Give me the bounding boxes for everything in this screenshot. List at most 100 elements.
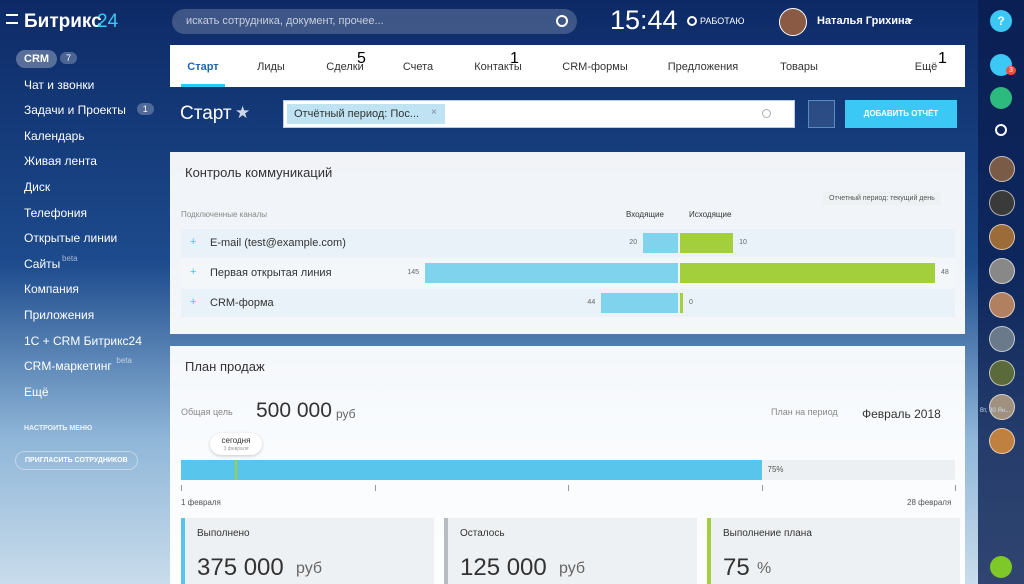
clock: 15:44: [610, 5, 678, 35]
menu-item[interactable]: Чат и звонки: [24, 77, 95, 92]
channel-name: CRM-форма: [210, 297, 274, 309]
contact-avatar[interactable]: [989, 394, 1015, 420]
outgoing-value: 0: [689, 299, 693, 306]
tab[interactable]: Сделки: [326, 61, 364, 73]
contact-avatar[interactable]: [989, 428, 1015, 454]
outgoing-bar: [680, 233, 734, 253]
scale-tick: [181, 485, 182, 491]
invite-button[interactable]: ПРИГЛАСИТЬ СОТРУДНИКОВ: [15, 451, 138, 470]
channel-name: Первая открытая линия: [210, 267, 332, 279]
tab[interactable]: Товары: [780, 61, 818, 73]
chat-badge[interactable]: 3: [1006, 66, 1016, 75]
tab[interactable]: Счета: [402, 61, 434, 73]
stat-card: Выполнение плана 75%: [707, 518, 960, 584]
search-button[interactable]: [995, 124, 1007, 136]
incoming-bar: [425, 263, 678, 283]
stat-card: Выполнено 375 000 руб: [181, 518, 434, 584]
contact-avatar[interactable]: [989, 326, 1015, 352]
contact-avatar[interactable]: [989, 292, 1015, 318]
tab[interactable]: Лиды: [257, 61, 285, 73]
recent-date: Вт, 30 Ян...: [980, 408, 1011, 414]
outgoing-value: 48: [941, 269, 949, 276]
filter-clear[interactable]: ×: [431, 107, 437, 118]
incoming-value: 44: [587, 299, 596, 306]
card-title: Осталось: [460, 528, 505, 539]
progress-label: 75%: [767, 465, 784, 474]
tab[interactable]: Контакты: [474, 61, 522, 73]
column-header: Исходящие: [689, 210, 732, 219]
menu-item[interactable]: Приложения: [24, 308, 95, 322]
add-report[interactable]: ДОБАВИТЬ ОТЧЁТ: [845, 100, 957, 128]
menu-icon[interactable]: [6, 14, 18, 24]
column-header: Входящие: [626, 210, 664, 219]
scale-tick: [568, 485, 569, 491]
menu-badge: 1: [136, 103, 154, 116]
scale-tick: [374, 485, 376, 491]
menu-item[interactable]: Задачи и Проекты: [24, 103, 126, 118]
page-title: Старт: [180, 103, 232, 124]
menu-item[interactable]: Диск: [24, 180, 51, 194]
configure-menu[interactable]: НАСТРОИТЬ МЕНЮ: [24, 425, 93, 432]
card-value: 375 000: [197, 554, 284, 581]
tab[interactable]: Старт: [187, 61, 219, 73]
card-value: 75: [723, 554, 750, 581]
messenger[interactable]: [990, 87, 1012, 109]
contact-avatar[interactable]: [989, 190, 1015, 216]
contact-avatar[interactable]: [989, 258, 1015, 284]
menu-item[interactable]: Открытые линии: [24, 231, 118, 246]
status-icon[interactable]: [687, 16, 697, 26]
favorite-star[interactable]: ★: [235, 103, 251, 122]
menu-item[interactable]: Ещё: [24, 384, 49, 399]
filter-search[interactable]: [762, 109, 771, 118]
expand[interactable]: +: [190, 236, 197, 248]
call-button[interactable]: [990, 556, 1012, 578]
filter[interactable]: Отчётный период: Пос... ×: [283, 100, 795, 128]
search[interactable]: искать сотрудника, документ, прочее...: [172, 9, 577, 34]
today-marker: [235, 460, 237, 480]
tab[interactable]: CRM-формы: [562, 61, 628, 73]
search-icon: [556, 15, 568, 27]
settings-button[interactable]: [808, 100, 835, 128]
incoming-bar: [601, 293, 678, 313]
user-name[interactable]: Наталья Грихина: [817, 15, 911, 27]
scale-end: 28 февраля: [907, 498, 952, 507]
expand[interactable]: +: [190, 296, 197, 308]
today-date: 3 февраля: [223, 446, 249, 452]
menu-beta: beta: [62, 253, 78, 263]
incoming-value: 145: [407, 269, 419, 276]
tab[interactable]: Ещё: [914, 61, 938, 73]
menu-item[interactable]: 1С + CRM Битрикс24: [24, 333, 142, 348]
widget-title: План продаж: [185, 359, 265, 374]
scale-start: 1 февраля: [181, 498, 221, 507]
menu-item[interactable]: CRM: [16, 50, 58, 68]
menu-item[interactable]: Календарь: [24, 128, 85, 143]
menu-item[interactable]: Живая лента: [24, 154, 97, 169]
user-caret[interactable]: [907, 19, 913, 25]
contact-avatar[interactable]: [989, 360, 1015, 386]
goal-label: Общая цель: [181, 407, 233, 417]
tab-badge: 5: [357, 50, 366, 67]
period-value: Февраль 2018: [862, 407, 941, 421]
card-title: Выполнение плана: [723, 528, 812, 539]
help-button[interactable]: ?: [990, 10, 1012, 32]
scale-tick: [955, 485, 956, 491]
channel-name: E-mail (test@example.com): [210, 237, 346, 249]
status[interactable]: РАБОТАЮ: [700, 16, 745, 26]
user-avatar[interactable]: [779, 8, 807, 36]
contact-avatar[interactable]: [989, 224, 1015, 250]
expand[interactable]: +: [190, 266, 197, 278]
incoming-value: 20: [629, 239, 638, 246]
filter-chip[interactable]: Отчётный период: Пос...: [287, 104, 446, 124]
card-unit: руб: [559, 560, 586, 577]
menu-item[interactable]: CRM-маркетинг: [24, 359, 112, 374]
menu-item[interactable]: Компания: [24, 282, 79, 297]
tab[interactable]: Предложения: [667, 61, 739, 73]
outgoing-value: 10: [739, 239, 747, 246]
widget-title: Контроль коммуникаций: [185, 165, 333, 180]
sales-widget: План продаж Общая цель 500 000 руб План на п…: [170, 346, 965, 584]
menu-item[interactable]: Сайты: [24, 256, 61, 271]
menu-item[interactable]: Телефония: [24, 205, 87, 220]
row-bg: [181, 289, 955, 317]
logo-num: 24: [97, 11, 119, 32]
contact-avatar[interactable]: [989, 156, 1015, 182]
